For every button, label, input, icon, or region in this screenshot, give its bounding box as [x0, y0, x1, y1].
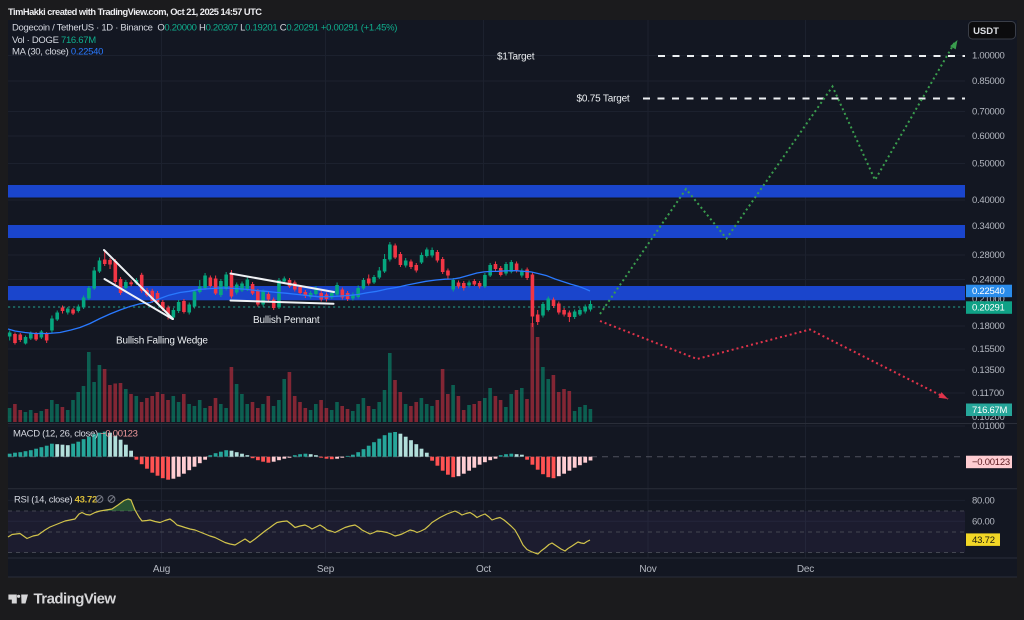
svg-text:0.15500: 0.15500: [972, 344, 1005, 355]
svg-text:USDT: USDT: [973, 26, 999, 37]
svg-text:Nov: Nov: [639, 564, 656, 575]
svg-text:0.34000: 0.34000: [972, 221, 1005, 232]
svg-text:80.00: 80.00: [972, 496, 995, 507]
svg-text:Bullish Pennant: Bullish Pennant: [253, 315, 320, 326]
svg-text:1.00000: 1.00000: [972, 51, 1005, 62]
svg-text:Dogecoin / TetherUS · 1D · Bin: Dogecoin / TetherUS · 1D · Binance O0.20…: [12, 23, 397, 34]
svg-text:0.18000: 0.18000: [972, 321, 1005, 332]
svg-text:0.50000: 0.50000: [972, 159, 1005, 170]
svg-text:Vol · DOGE 716.67M: Vol · DOGE 716.67M: [12, 35, 96, 46]
svg-text:MA (30, close) 0.22540: MA (30, close) 0.22540: [12, 46, 103, 57]
svg-text:Bullish Falling Wedge: Bullish Falling Wedge: [116, 336, 208, 347]
svg-text:0.40000: 0.40000: [972, 195, 1005, 206]
svg-text:$1Target: $1Target: [497, 52, 535, 63]
svg-text:60.00: 60.00: [972, 517, 995, 528]
svg-text:716.67M: 716.67M: [972, 405, 1008, 416]
svg-text:0.11700: 0.11700: [972, 388, 1004, 399]
svg-text:RSI (14, close) 43.72: RSI (14, close) 43.72: [14, 494, 97, 505]
svg-text:Dec: Dec: [797, 564, 814, 575]
svg-text:Oct: Oct: [476, 564, 491, 575]
svg-text:0.22540: 0.22540: [972, 286, 1005, 297]
svg-text:0.01000: 0.01000: [972, 421, 1005, 432]
svg-text:0.85000: 0.85000: [972, 76, 1005, 87]
svg-text:0.20291: 0.20291: [972, 303, 1005, 314]
svg-text:Aug: Aug: [153, 564, 170, 575]
svg-text:$0.75 Target: $0.75 Target: [577, 94, 630, 105]
svg-text:0.60000: 0.60000: [972, 131, 1005, 142]
svg-text:Sep: Sep: [317, 564, 335, 575]
svg-text:0.70000: 0.70000: [972, 107, 1005, 118]
svg-text:MACD (12, 26, close) −0.00123: MACD (12, 26, close) −0.00123: [13, 428, 138, 439]
svg-text:0.21000: 0.21000: [972, 294, 1005, 305]
svg-text:0.10200: 0.10200: [972, 412, 1005, 423]
svg-text:TimHakki created with TradingV: TimHakki created with TradingView.com, O…: [8, 7, 262, 17]
svg-text:43.72: 43.72: [972, 535, 995, 546]
svg-text:0.13500: 0.13500: [972, 365, 1005, 376]
svg-text:−0.00123: −0.00123: [972, 457, 1010, 468]
svg-text:0.28000: 0.28000: [972, 250, 1005, 261]
svg-text:0.24000: 0.24000: [972, 275, 1005, 286]
svg-text:TradingView: TradingView: [34, 591, 117, 608]
